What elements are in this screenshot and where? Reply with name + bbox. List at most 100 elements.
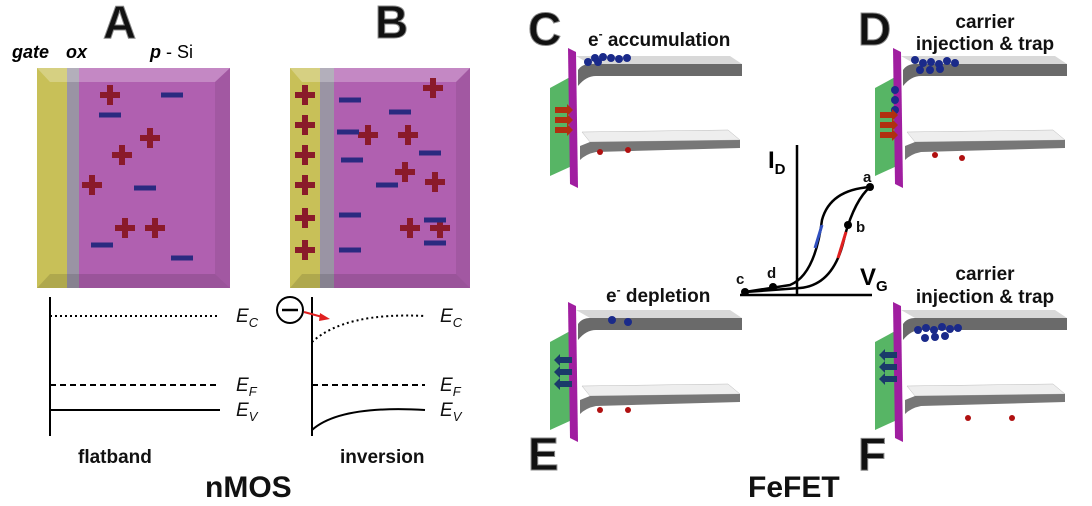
axis-label: VG bbox=[860, 264, 888, 295]
panel-caption: e- depletion bbox=[606, 283, 710, 307]
section-title: FeFET bbox=[748, 471, 840, 504]
panel-label: E bbox=[528, 428, 559, 480]
carrier bbox=[932, 152, 938, 158]
point-label: c bbox=[736, 271, 744, 288]
carrier bbox=[922, 324, 930, 332]
band-label: EC bbox=[440, 306, 463, 330]
electron bbox=[171, 256, 193, 261]
fefet-device bbox=[550, 302, 742, 442]
hole bbox=[302, 208, 308, 228]
hole bbox=[122, 218, 128, 238]
carrier bbox=[597, 407, 603, 413]
carrier bbox=[926, 66, 934, 74]
layer-label: p - Si bbox=[149, 42, 193, 62]
electron bbox=[424, 218, 446, 223]
state-label: flatband bbox=[78, 447, 152, 468]
electron bbox=[134, 186, 156, 191]
carrier bbox=[916, 66, 924, 74]
carrier bbox=[965, 415, 971, 421]
hole bbox=[302, 175, 308, 195]
device-box-b bbox=[290, 68, 470, 288]
fefet-device bbox=[875, 302, 1067, 442]
page: A B C D E F gate ox p - Si EC EF EV flat… bbox=[0, 0, 1092, 506]
carrier bbox=[919, 59, 927, 67]
fefet-device bbox=[875, 48, 1067, 188]
arrow bbox=[838, 232, 846, 258]
electron bbox=[424, 241, 446, 246]
figure: A B C D E F gate ox p - Si EC EF EV flat… bbox=[0, 0, 1092, 506]
hole bbox=[107, 85, 113, 105]
axis-label: ID bbox=[768, 147, 786, 178]
point-label: a bbox=[863, 169, 872, 186]
electron bbox=[419, 151, 441, 156]
panel-caption: e- accumulation bbox=[588, 27, 730, 51]
electron bbox=[161, 93, 183, 98]
arrow-head bbox=[319, 313, 330, 321]
carrier bbox=[931, 333, 939, 341]
carrier bbox=[951, 59, 959, 67]
panel-label: F bbox=[858, 428, 886, 480]
hole bbox=[432, 172, 438, 192]
fefet-device bbox=[550, 48, 742, 188]
carrier bbox=[625, 407, 631, 413]
carrier bbox=[891, 86, 899, 94]
electron bbox=[339, 248, 361, 253]
carrier bbox=[615, 55, 623, 63]
panel-caption: carrier bbox=[955, 264, 1015, 285]
carrier bbox=[938, 323, 946, 331]
hole bbox=[405, 125, 411, 145]
panel-label: D bbox=[858, 3, 891, 55]
band-label: EF bbox=[440, 375, 462, 399]
electron bbox=[91, 243, 113, 248]
device-box-a bbox=[37, 68, 230, 288]
carrier bbox=[911, 56, 919, 64]
carriers bbox=[554, 53, 1015, 421]
hole bbox=[302, 85, 308, 105]
iv-points bbox=[741, 183, 874, 296]
electron bbox=[339, 213, 361, 218]
carrier bbox=[954, 324, 962, 332]
iv-graph bbox=[740, 145, 872, 296]
hole bbox=[302, 145, 308, 165]
band-label: EV bbox=[440, 400, 463, 424]
carrier bbox=[943, 57, 951, 65]
carrier bbox=[930, 326, 938, 334]
carrier bbox=[624, 318, 632, 326]
panel-caption: injection & trap bbox=[916, 34, 1054, 55]
band-label: EF bbox=[236, 375, 258, 399]
point-label: d bbox=[767, 265, 776, 282]
layer-label: ox bbox=[66, 42, 88, 62]
carrier bbox=[1009, 415, 1015, 421]
hole bbox=[402, 162, 408, 182]
panel-caption: carrier bbox=[955, 12, 1015, 33]
band-label: EV bbox=[236, 400, 259, 424]
hole bbox=[89, 175, 95, 195]
electron bbox=[99, 113, 121, 118]
carrier bbox=[959, 155, 965, 161]
carrier bbox=[594, 58, 602, 66]
carrier bbox=[608, 316, 616, 324]
state-label: inversion bbox=[340, 447, 424, 468]
electron bbox=[339, 98, 361, 103]
carrier bbox=[936, 65, 944, 73]
panel-label: C bbox=[528, 3, 561, 55]
carrier bbox=[597, 149, 603, 155]
carrier bbox=[625, 147, 631, 153]
hole bbox=[365, 125, 371, 145]
electron bbox=[337, 130, 359, 135]
hole bbox=[302, 115, 308, 135]
band-label: EC bbox=[236, 306, 259, 330]
band-diagram-b bbox=[277, 297, 425, 436]
hole bbox=[147, 128, 153, 148]
electron bbox=[389, 110, 411, 115]
band-diagram-a bbox=[50, 297, 220, 436]
hole bbox=[302, 240, 308, 260]
carrier bbox=[921, 334, 929, 342]
hole bbox=[407, 218, 413, 238]
electron bbox=[376, 183, 398, 188]
carrier bbox=[584, 58, 592, 66]
section-title: nMOS bbox=[205, 471, 292, 504]
panel-caption: injection & trap bbox=[916, 287, 1054, 308]
carrier bbox=[946, 325, 954, 333]
hole bbox=[152, 218, 158, 238]
